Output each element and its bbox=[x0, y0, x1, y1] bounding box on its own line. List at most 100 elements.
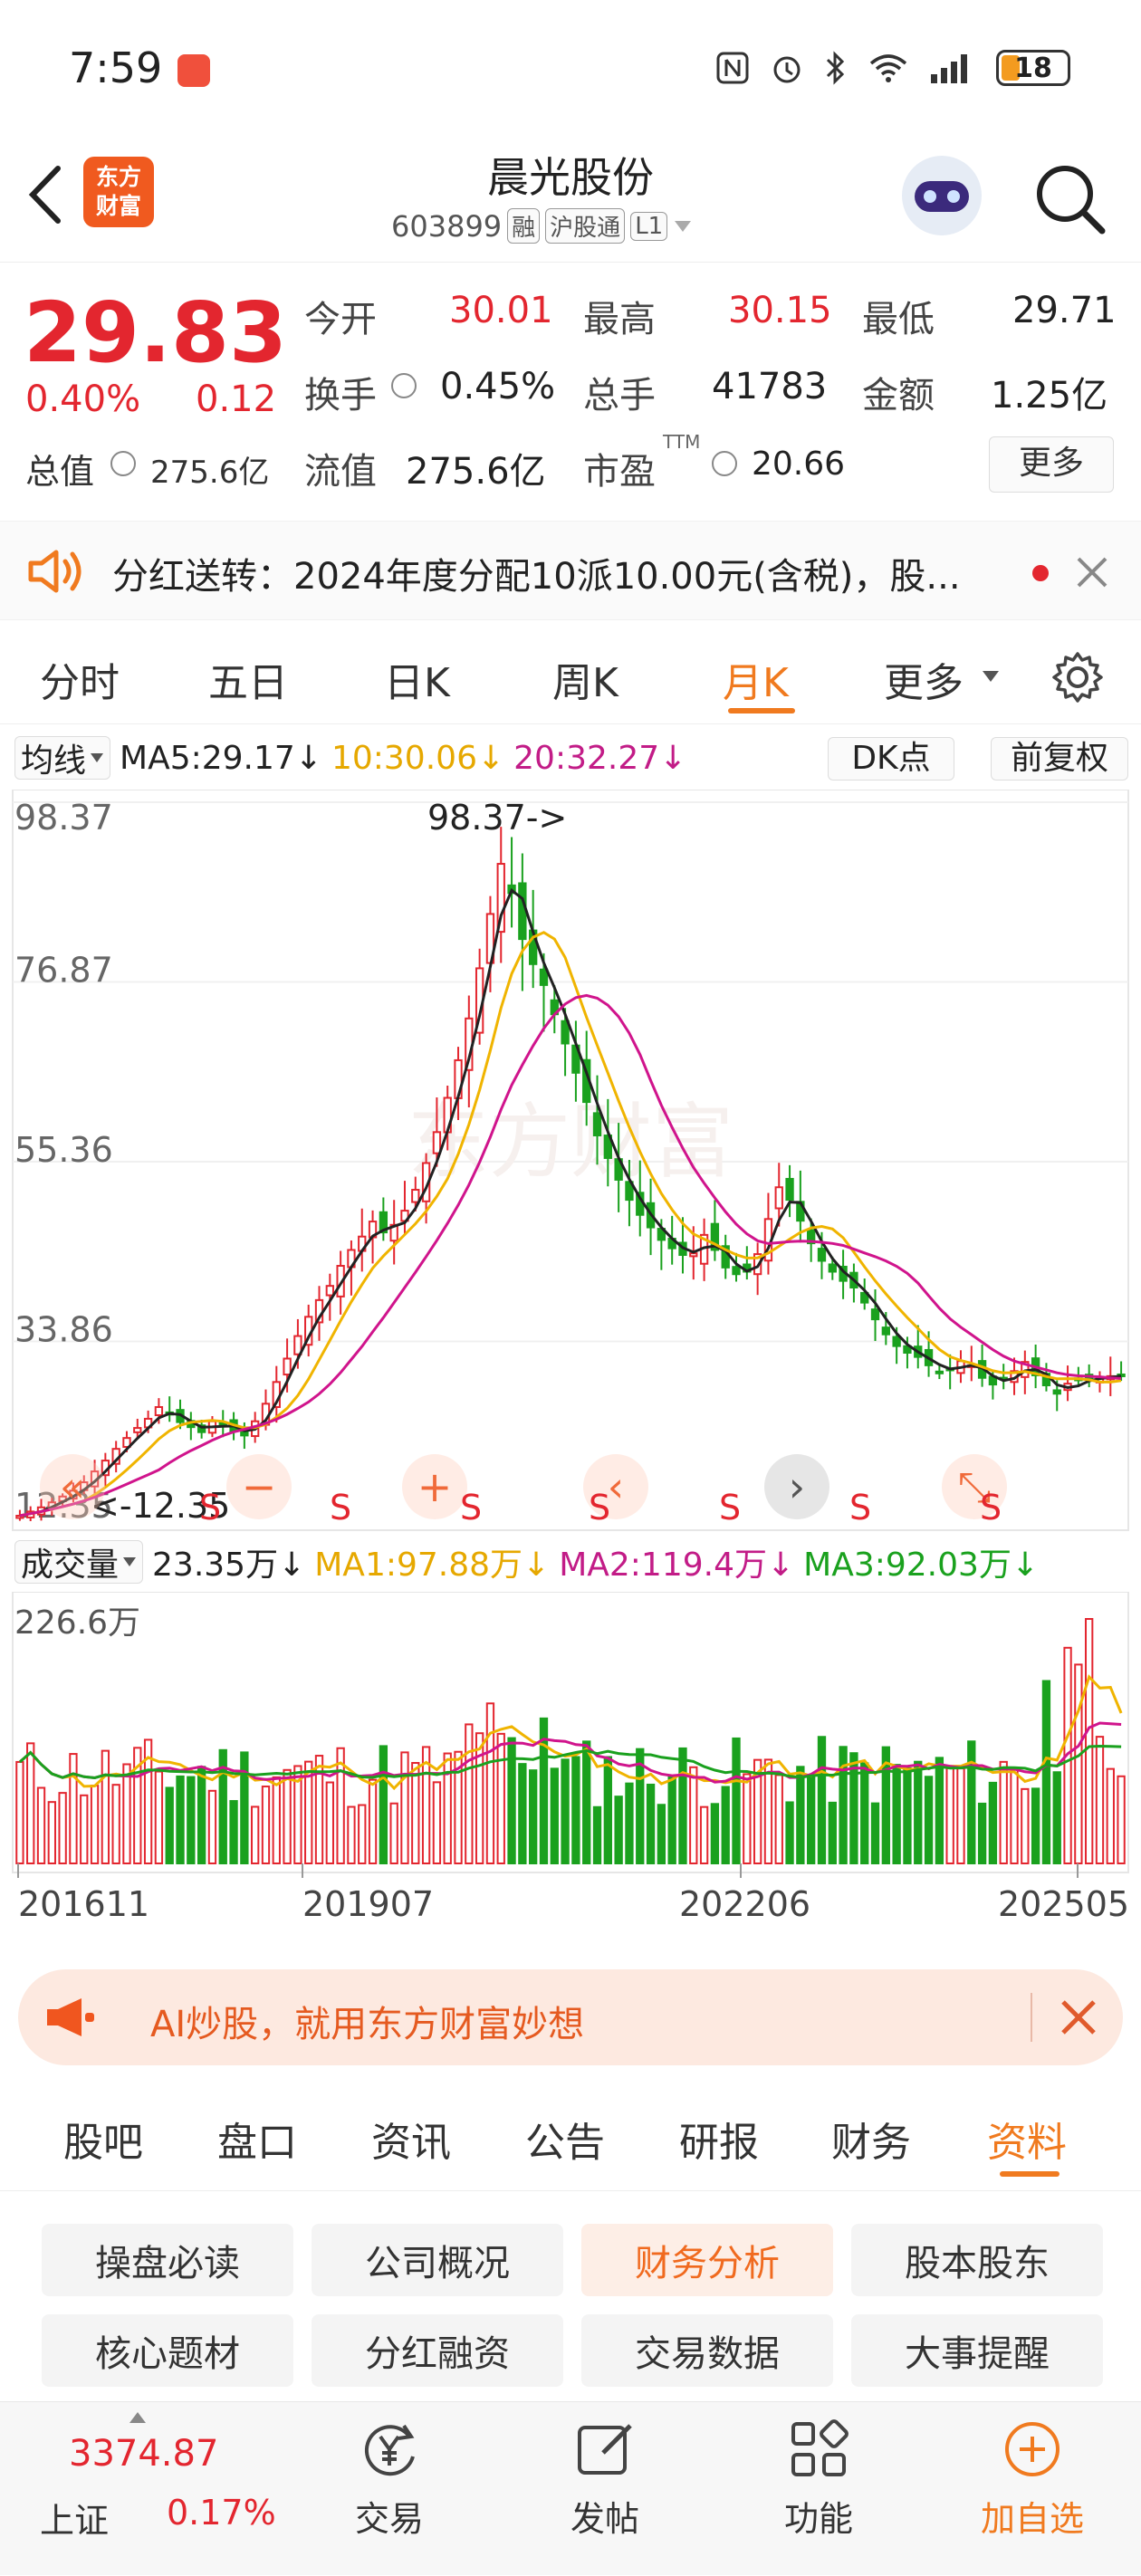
pe-value: 20.66 bbox=[752, 445, 846, 483]
tab-daily-k[interactable]: 日K bbox=[384, 660, 450, 706]
volume-bar bbox=[325, 1781, 334, 1865]
ai-banner[interactable]: AI炒股，就用东方财富妙想 bbox=[18, 1969, 1123, 2065]
candlestick-chart[interactable]: 东方财富98.3776.8755.3633.8612.3598.37-><-12… bbox=[0, 790, 1141, 1532]
profile-chips: 操盘必读 公司概况 财务分析 股本股东 核心题材 分红融资 交易数据 大事提醒 bbox=[0, 2209, 1141, 2408]
volume-bar bbox=[592, 1805, 602, 1864]
pe-info-icon[interactable] bbox=[712, 451, 737, 476]
turnover-info-icon[interactable] bbox=[391, 373, 417, 398]
index-ticker[interactable]: 3374.87 上证 0.17% bbox=[0, 2402, 276, 2576]
candle-body bbox=[935, 1370, 944, 1374]
candle-body bbox=[732, 1266, 741, 1276]
yen-refresh-icon bbox=[364, 2424, 415, 2476]
volume-chart[interactable]: 226.6万 201611 201907 202206 202505 bbox=[0, 1592, 1141, 1954]
volume-bar bbox=[935, 1757, 944, 1865]
volume-bar bbox=[443, 1752, 452, 1864]
volume-bar bbox=[1074, 1663, 1083, 1864]
level-tag: L1 bbox=[630, 211, 668, 241]
vol-ma3: MA3:92.03万↓ bbox=[803, 1547, 1040, 1584]
volume-bar bbox=[529, 1769, 538, 1864]
tab-profile[interactable]: 资料 bbox=[987, 2120, 1067, 2166]
tab-weekly-k[interactable]: 周K bbox=[552, 660, 618, 706]
chip-shareholders[interactable]: 股本股东 bbox=[851, 2224, 1103, 2296]
prev-icon[interactable]: ‹ bbox=[608, 1462, 624, 1511]
logo-line2: 财富 bbox=[95, 193, 141, 219]
volume-bar bbox=[689, 1766, 698, 1865]
chip-core-themes[interactable]: 核心题材 bbox=[42, 2314, 293, 2387]
candle-body bbox=[689, 1252, 698, 1258]
battery-level: 18 bbox=[1014, 52, 1052, 84]
low-label: 最低 bbox=[862, 299, 935, 340]
double-left-icon[interactable]: « bbox=[60, 1462, 85, 1511]
tab-forum[interactable]: 股吧 bbox=[63, 2120, 143, 2166]
fullscreen-icon[interactable]: ⤡ bbox=[958, 1462, 992, 1511]
volume-bar bbox=[229, 1800, 238, 1864]
chip-company-overview[interactable]: 公司概况 bbox=[312, 2224, 563, 2296]
trade-button[interactable]: 交易 bbox=[335, 2417, 444, 2562]
chip-trading-data[interactable]: 交易数据 bbox=[581, 2314, 833, 2387]
chip-major-events[interactable]: 大事提醒 bbox=[851, 2314, 1103, 2387]
max-price-annotation: 98.37-> bbox=[427, 798, 567, 838]
adjust-button[interactable]: 前复权 bbox=[991, 737, 1128, 780]
volume-bar bbox=[336, 1747, 345, 1865]
tab-monthly-k[interactable]: 月K bbox=[723, 660, 789, 706]
more-button[interactable]: 更多 bbox=[989, 436, 1114, 493]
notice-text: 分红送转：2024年度分配10派10.00元(含税)，股... bbox=[112, 556, 961, 598]
banner-close-icon[interactable] bbox=[1060, 1998, 1098, 2036]
volume-label: 总手 bbox=[583, 375, 656, 417]
chip-must-read[interactable]: 操盘必读 bbox=[42, 2224, 293, 2296]
next-icon-bg bbox=[764, 1454, 829, 1519]
app-logo[interactable]: 东方 财富 bbox=[83, 157, 154, 227]
megaphone-icon bbox=[47, 1998, 94, 2036]
candle-body bbox=[293, 1335, 302, 1355]
back-icon[interactable] bbox=[25, 163, 65, 226]
chip-dividend-financing[interactable]: 分红融资 bbox=[312, 2314, 563, 2387]
volume-bar bbox=[603, 1756, 612, 1865]
tab-orderbook[interactable]: 盘口 bbox=[217, 2120, 297, 2166]
dividend-notice[interactable]: 分红送转：2024年度分配10派10.00元(含税)，股... bbox=[0, 521, 1141, 620]
candle-body bbox=[496, 863, 505, 934]
volume-bar bbox=[625, 1782, 634, 1864]
ma20-value: 20:32.27↓ bbox=[513, 739, 687, 777]
close-icon[interactable] bbox=[1074, 554, 1110, 590]
volume-bar bbox=[699, 1805, 709, 1864]
indicator-selector[interactable]: 成交量 bbox=[14, 1540, 144, 1584]
ma-selector[interactable]: 均线 bbox=[14, 736, 111, 780]
date-axis-label: 202206 bbox=[679, 1884, 810, 1924]
chip-financial-analysis[interactable]: 财务分析 bbox=[581, 2224, 833, 2296]
tab-research[interactable]: 研报 bbox=[679, 2120, 759, 2166]
ai-robot-avatar[interactable] bbox=[902, 156, 982, 235]
candle-body bbox=[774, 1186, 783, 1210]
ma5-value: MA5:29.17↓ bbox=[120, 739, 322, 777]
zoom-in-icon[interactable]: + bbox=[417, 1462, 453, 1511]
volume-bar bbox=[187, 1776, 196, 1864]
candle-body bbox=[710, 1222, 720, 1251]
expand-up-icon bbox=[129, 2412, 146, 2423]
post-button[interactable]: 发帖 bbox=[551, 2417, 659, 2562]
volume-bar bbox=[924, 1776, 934, 1864]
info-icon[interactable] bbox=[110, 451, 136, 476]
tab-intraday[interactable]: 分时 bbox=[40, 660, 120, 706]
unread-dot bbox=[1032, 565, 1049, 581]
function-button[interactable]: 功能 bbox=[764, 2417, 873, 2562]
signal-icon bbox=[931, 54, 967, 83]
next-icon[interactable]: › bbox=[789, 1462, 805, 1511]
search-icon[interactable] bbox=[1032, 161, 1107, 235]
plus-circle-icon bbox=[1005, 2422, 1060, 2476]
tab-announcements[interactable]: 公告 bbox=[525, 2120, 605, 2166]
zoom-out-icon[interactable]: − bbox=[242, 1462, 277, 1511]
tab-financials[interactable]: 财务 bbox=[831, 2120, 911, 2166]
vol-ma2: MA2:119.4万↓ bbox=[559, 1547, 795, 1584]
volume-bar bbox=[251, 1805, 260, 1865]
volume-bar bbox=[272, 1776, 281, 1864]
settings-icon[interactable] bbox=[1050, 650, 1105, 704]
tab-more[interactable]: 更多 bbox=[884, 660, 964, 706]
tab-news[interactable]: 资讯 bbox=[371, 2120, 451, 2166]
info-tab-underline bbox=[1000, 2171, 1060, 2177]
caret-down-icon[interactable] bbox=[673, 219, 693, 234]
adjust-label: 前复权 bbox=[1010, 740, 1108, 777]
add-watchlist-button[interactable]: 加自选 bbox=[960, 2417, 1105, 2562]
volume-bar bbox=[1106, 1767, 1115, 1864]
volume-bar bbox=[465, 1723, 474, 1864]
tab-five-day[interactable]: 五日 bbox=[208, 660, 288, 706]
dk-point-button[interactable]: DK点 bbox=[828, 737, 954, 780]
